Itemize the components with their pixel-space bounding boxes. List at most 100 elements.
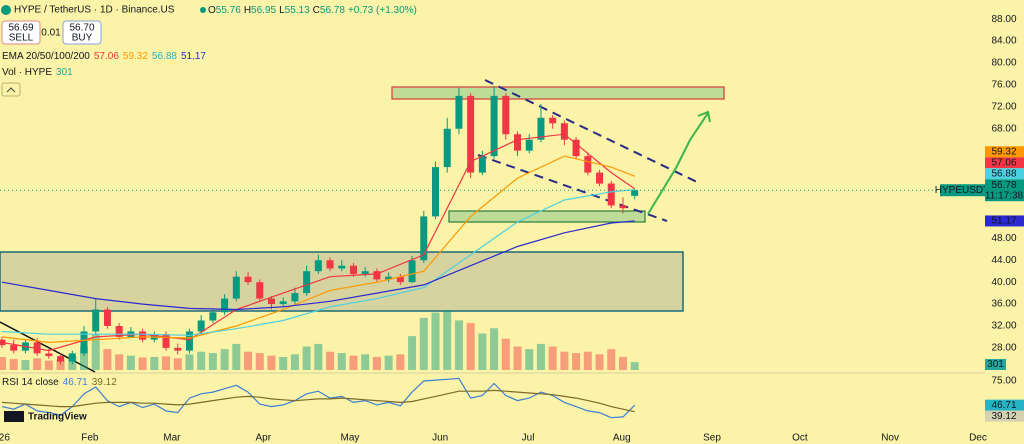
candle-body (33, 342, 41, 354)
volume-value: 301 (56, 67, 73, 78)
volume-bar (150, 356, 159, 370)
x-tick-label: Aug (613, 433, 631, 444)
y-tick-label: 32.00 (991, 321, 1016, 332)
x-tick-label: Feb (81, 433, 99, 444)
candle-body (455, 95, 463, 129)
candle-body (103, 309, 111, 326)
x-tick-label: Apr (255, 433, 271, 444)
ohlc-letter: H (244, 5, 251, 16)
sell-price: 56.69 (8, 23, 33, 34)
trend-line (0, 321, 96, 373)
y-tick-label: 36.00 (991, 299, 1016, 310)
candle-body (560, 123, 568, 140)
candle-body (174, 347, 182, 351)
volume-bar (197, 351, 206, 370)
rsi-ma-value: 39.12 (92, 377, 117, 388)
ema-line (1, 133, 636, 352)
ohlc-legend: O55.76 H56.95 L55.13 C56.78 +0.73 (+1.30%) (208, 5, 417, 16)
status-dot (200, 7, 206, 13)
volume-bar (185, 354, 194, 370)
volume-bar (384, 355, 393, 370)
rsi-label: RSI 14 close (2, 377, 59, 388)
x-tick-label: 26 (0, 433, 10, 444)
ema-line (1, 189, 635, 336)
price-badge (985, 179, 1024, 202)
volume-bar (572, 353, 581, 370)
ohlc-value: 56.78 (320, 5, 345, 16)
volume-bar (21, 360, 30, 370)
y-tick-label: 44.00 (991, 255, 1016, 266)
ohlc-value: 55.13 (285, 5, 310, 16)
volume-bar (44, 360, 53, 370)
trend-line (477, 154, 668, 222)
candle-body (244, 276, 252, 283)
ema-badge (985, 168, 1024, 180)
candle-body (267, 298, 275, 305)
candle-body (232, 276, 240, 299)
volume-bar (478, 333, 487, 370)
volume-bar (0, 356, 6, 370)
candle-body (45, 353, 53, 357)
volume-bar (525, 349, 534, 370)
chevron-icon (6, 87, 16, 93)
sell-button[interactable] (1, 20, 41, 45)
x-tick-label: Jun (432, 433, 448, 444)
candle-body (291, 293, 299, 302)
rsi-value: 46.71 (63, 377, 88, 388)
candle-body (80, 331, 88, 354)
candle-body (221, 298, 229, 313)
ema-line (1, 220, 635, 311)
volume-bar (607, 349, 616, 370)
candle-body (572, 139, 580, 157)
volume-bar (454, 320, 463, 370)
resistance-box (391, 86, 725, 100)
support-box (448, 210, 646, 223)
candle-body (279, 301, 287, 305)
volume-bar (431, 312, 440, 370)
symbol-badge (940, 184, 985, 197)
candle-body (584, 156, 592, 173)
volume-bar (349, 355, 358, 370)
rsi-ma-line (1, 389, 635, 413)
y-tick-label: 68.00 (991, 123, 1016, 134)
y-tick-label: 28.00 (991, 343, 1016, 354)
logo-icon (4, 411, 24, 422)
candle-body (490, 95, 498, 157)
volume-bar (255, 353, 264, 370)
ema-value: 57.06 (94, 51, 119, 62)
volume-bar (56, 359, 65, 370)
volume-label: Vol · HYPE (2, 67, 52, 78)
ohlc-letter: L (279, 5, 285, 16)
volume-bar (501, 338, 510, 370)
x-tick-label: Sep (703, 433, 721, 444)
volume-bar (267, 355, 276, 370)
y-tick-label: 88.00 (991, 14, 1016, 25)
volume-bar (232, 343, 241, 370)
rsi-badge-text: 46.71 (991, 400, 1016, 411)
candle-body (396, 276, 404, 283)
y-tick-label: 76.00 (991, 80, 1016, 91)
collapse-button[interactable] (1, 82, 21, 97)
buy-price: 56.70 (69, 23, 94, 34)
buy-label: BUY (72, 33, 93, 44)
plot (0, 86, 985, 419)
volume-bar (244, 351, 253, 370)
candle-body (607, 183, 615, 206)
y-tick-label: 84.00 (991, 36, 1016, 47)
arrow-head (697, 110, 711, 123)
buy-button[interactable] (62, 20, 102, 45)
candle-body (431, 167, 439, 217)
candle-body (467, 95, 475, 173)
candle-body (92, 309, 100, 332)
volume-bar (337, 353, 346, 370)
rsi-legend: RSI 14 close 46.71 39.12 (2, 377, 117, 388)
volume-bar (618, 356, 627, 370)
volume-bar (279, 356, 288, 370)
ohlc-letter: O (208, 5, 216, 16)
volume-bar (560, 351, 569, 370)
candle-body (373, 271, 381, 280)
rsi-ma-badge-text: 39.12 (991, 411, 1016, 422)
y-tick-label: 80.00 (991, 58, 1016, 69)
ema-value: 51.17 (181, 51, 206, 62)
